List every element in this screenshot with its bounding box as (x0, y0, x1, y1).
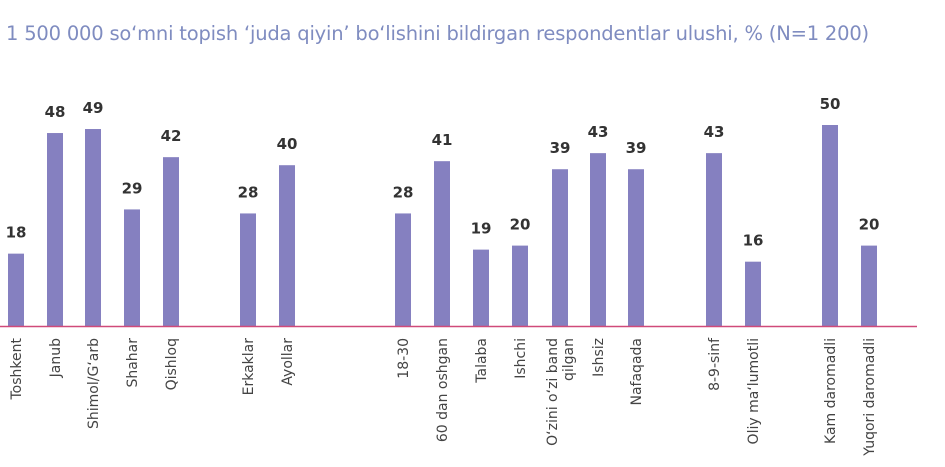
bar (434, 161, 450, 326)
bar (163, 157, 179, 326)
data-label: 48 (45, 103, 66, 121)
data-label: 19 (471, 220, 492, 238)
bar (240, 213, 256, 326)
data-label: 28 (393, 183, 414, 201)
category-label: Shimol/G‘arb (86, 338, 102, 429)
bar (279, 165, 295, 326)
data-label: 41 (432, 131, 453, 149)
bar (47, 133, 63, 326)
bar (552, 169, 568, 326)
bar (473, 249, 489, 326)
bar (745, 261, 761, 326)
category-label: O‘zini o‘zi bandqilgan (545, 338, 577, 446)
data-label: 29 (122, 179, 143, 197)
data-label: 20 (510, 216, 531, 234)
category-label: Qishloq (164, 338, 180, 390)
category-label: 8-9-sinf (707, 337, 723, 391)
category-label: 18-30 (396, 338, 412, 379)
data-label: 39 (550, 139, 571, 157)
category-label: Talaba (474, 338, 490, 384)
data-label: 16 (743, 232, 764, 250)
data-label: 42 (161, 127, 182, 145)
category-label: Janub (48, 338, 64, 378)
data-label: 43 (588, 123, 609, 141)
data-label: 39 (626, 139, 647, 157)
category-label: Oliy ma‘lumotli (746, 338, 762, 444)
bar (822, 125, 838, 326)
data-label: 50 (820, 95, 841, 113)
category-label: Shahar (125, 338, 141, 388)
bar (85, 129, 101, 326)
data-label: 49 (83, 99, 104, 117)
category-label: Erkaklar (241, 338, 257, 396)
bar (395, 213, 411, 326)
category-label: Ishsiz (591, 338, 607, 377)
bar (8, 253, 24, 326)
bar (590, 153, 606, 326)
data-label: 40 (277, 135, 298, 153)
bar (861, 245, 877, 326)
category-label: Nafaqada (629, 338, 645, 406)
data-label: 18 (6, 224, 27, 242)
category-label: Kam daromadli (823, 338, 839, 444)
bar (124, 209, 140, 326)
category-label: Toshkent (9, 338, 25, 401)
data-label: 20 (859, 216, 880, 234)
bar (706, 153, 722, 326)
category-label: 60 dan oshgan (435, 338, 451, 442)
bar (512, 245, 528, 326)
data-label: 28 (238, 183, 259, 201)
chart-title: 1 500 000 so‘mni topish ‘juda qiyin’ bo‘… (6, 22, 869, 45)
category-label: Ayollar (280, 338, 296, 386)
category-label: Yuqori daromadli (862, 338, 878, 457)
data-label: 43 (704, 123, 725, 141)
bar (628, 169, 644, 326)
category-label: Ishchi (513, 338, 529, 379)
